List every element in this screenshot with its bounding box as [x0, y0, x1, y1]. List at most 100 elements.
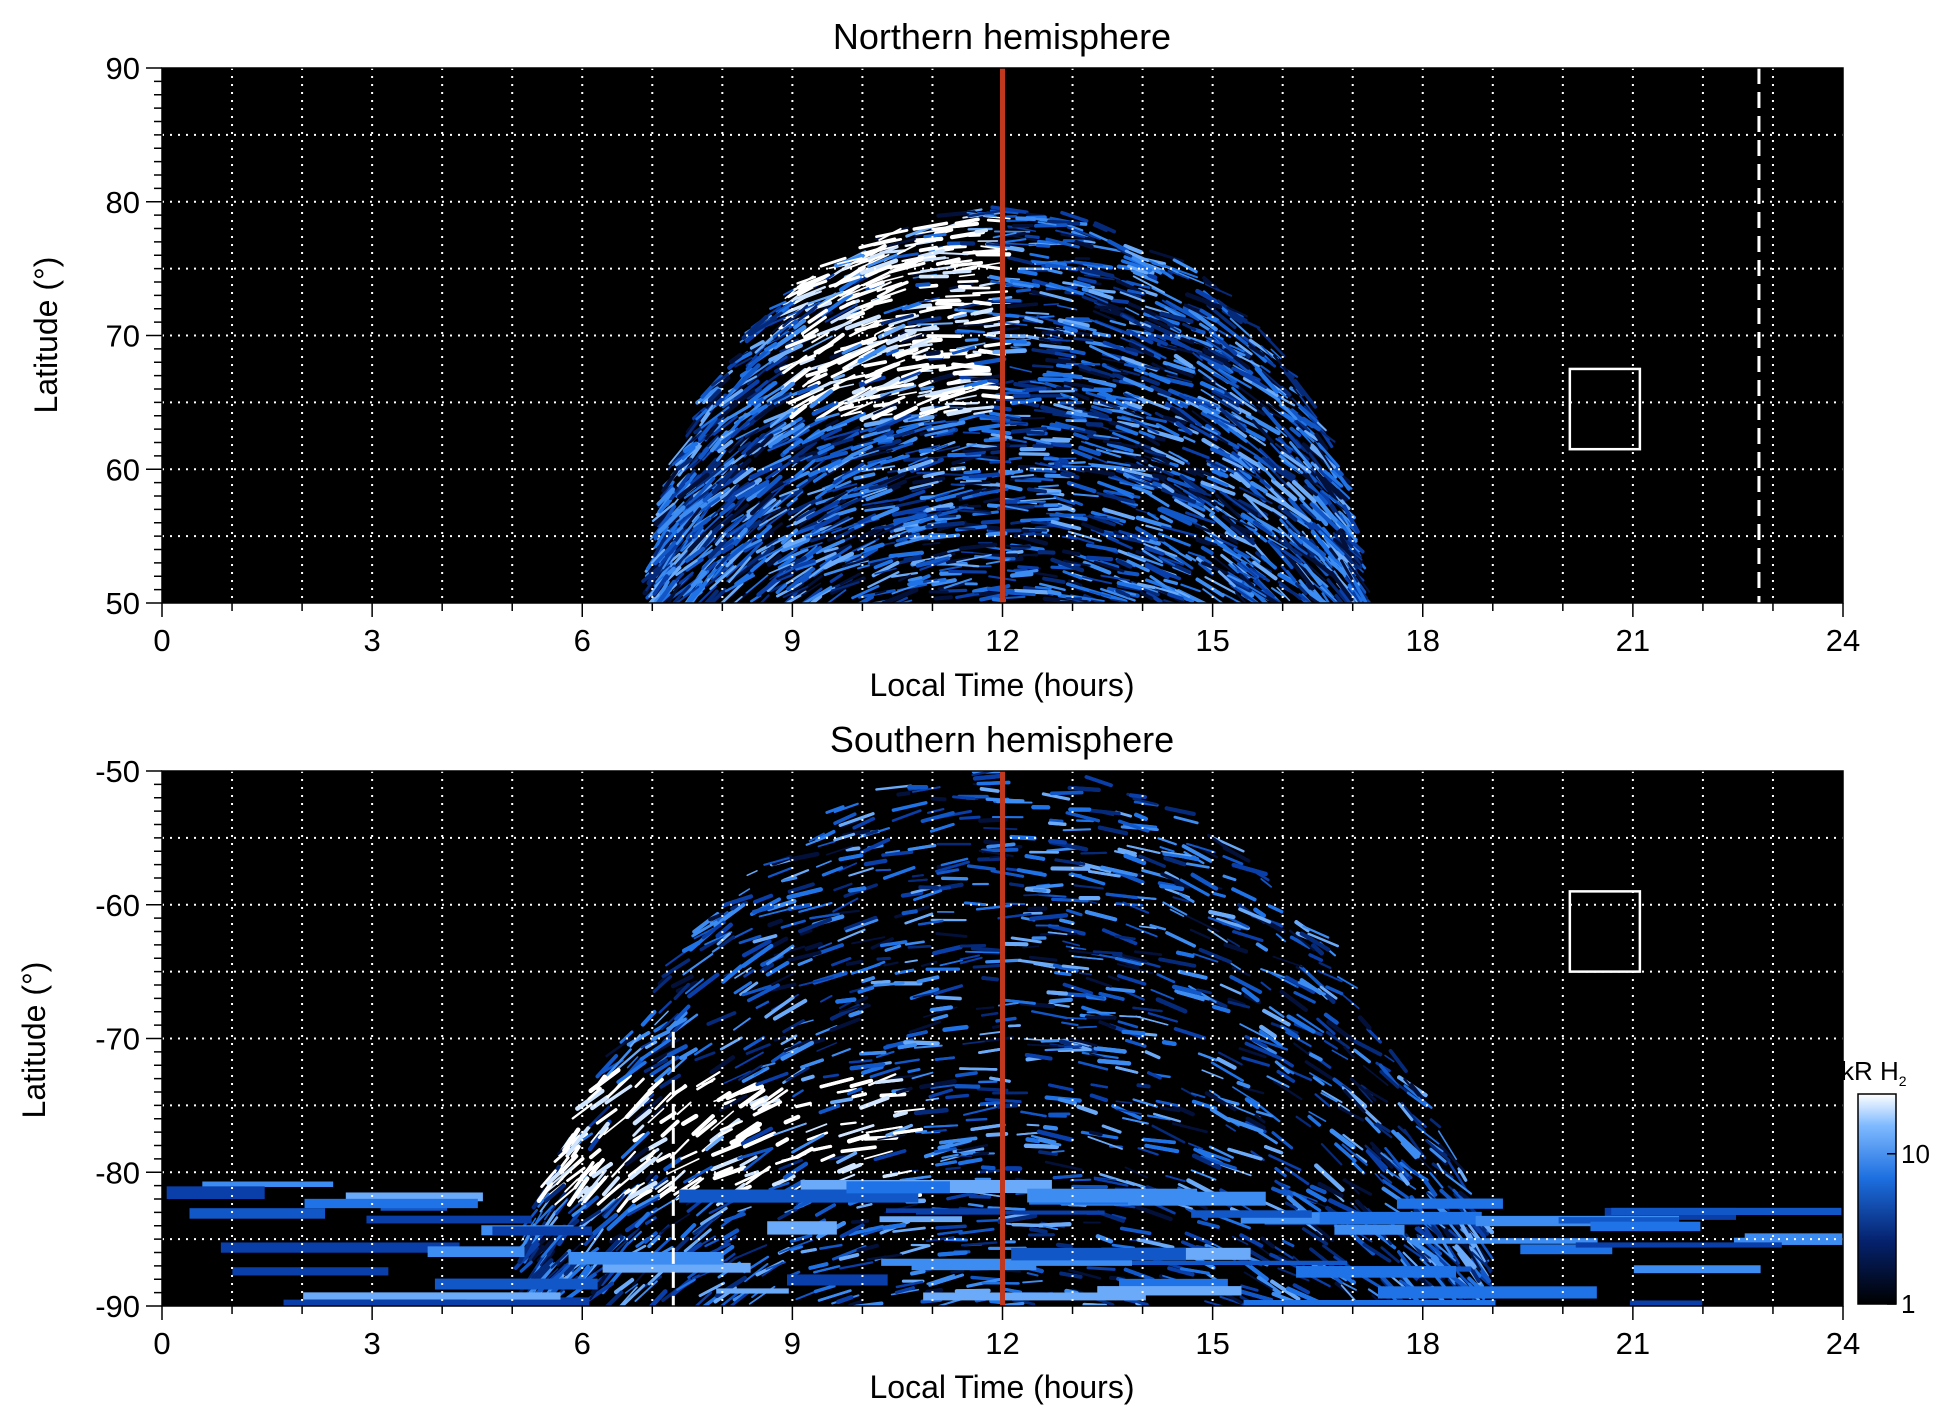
- emission-streak: [826, 422, 848, 432]
- emission-streak: [1151, 286, 1183, 304]
- emission-streak: [721, 964, 744, 984]
- emission-streak: [734, 351, 753, 363]
- emission-streak: [1140, 375, 1161, 386]
- emission-streak: [1042, 576, 1066, 584]
- emission-streak: [1024, 1053, 1053, 1061]
- emission-streak: [1176, 991, 1205, 1002]
- emission-streak: [647, 1077, 664, 1093]
- emission-streak: [800, 1247, 817, 1254]
- emission-streak: [1185, 862, 1210, 869]
- emission-streak: [1013, 341, 1031, 347]
- emission-streak: [917, 248, 945, 260]
- emission-streak: [815, 450, 849, 463]
- emission-streak: [868, 1073, 897, 1087]
- emission-streak: [819, 545, 852, 568]
- emission-streak: [879, 384, 917, 397]
- emission-streak: [1174, 589, 1191, 598]
- emission-streak: [807, 308, 829, 324]
- emission-streak: [1298, 429, 1312, 444]
- emission-streak: [1077, 1060, 1109, 1071]
- emission-streak: [1124, 461, 1161, 473]
- emission-streak: [1139, 591, 1154, 601]
- emission-streak: [1111, 396, 1137, 403]
- emission-streak: [1087, 1136, 1123, 1150]
- emission-streak: [1061, 1021, 1079, 1027]
- emission-streak: [1319, 552, 1333, 568]
- emission-streak: [860, 1227, 883, 1237]
- emission-streak: [882, 865, 916, 880]
- emission-streak: [854, 996, 869, 1005]
- emission-streak: [1172, 852, 1200, 862]
- emission-streak: [979, 1030, 1004, 1036]
- emission-streak: [1297, 583, 1325, 603]
- emission-streak: [963, 315, 1002, 327]
- emission-streak: [773, 1035, 787, 1042]
- emission-streak: [1267, 536, 1288, 550]
- emission-streak: [1309, 502, 1340, 531]
- emission-streak: [1238, 386, 1269, 410]
- emission-streak: [1400, 1159, 1419, 1177]
- emission-streak: [954, 319, 969, 324]
- emission-streak: [1097, 299, 1119, 310]
- emission-streak: [970, 946, 1006, 953]
- emission-streak: [652, 975, 673, 994]
- emission-streak: [698, 446, 710, 460]
- emission-streak: [916, 975, 940, 984]
- emission-streak: [640, 1009, 657, 1027]
- emission-streak: [1057, 1097, 1077, 1106]
- emission-streak: [1017, 500, 1046, 504]
- emission-streak: [859, 1095, 890, 1110]
- emission-streak: [868, 483, 888, 491]
- emission-streak: [1164, 369, 1178, 375]
- emission-streak: [923, 232, 947, 239]
- emission-streak: [1322, 469, 1344, 488]
- emission-streak: [1085, 555, 1114, 562]
- emission-streak: [1090, 455, 1108, 464]
- emission-streak: [837, 284, 862, 302]
- emission-streak: [1284, 1166, 1310, 1186]
- emission-streak: [992, 298, 1022, 303]
- emission-streak: [862, 271, 890, 287]
- emission-streak: [928, 1088, 954, 1099]
- emission-streak: [866, 1253, 903, 1261]
- emission-streak: [1172, 896, 1190, 903]
- emission-streak: [754, 404, 775, 421]
- emission-streak: [855, 547, 879, 562]
- emission-streak: [635, 1096, 663, 1120]
- emission-streak: [676, 472, 710, 500]
- emission-streak: [782, 304, 809, 328]
- emission-streak: [839, 1261, 874, 1270]
- emission-streak: [951, 443, 978, 453]
- emission-streak: [1168, 450, 1189, 463]
- emission-streak: [1088, 378, 1117, 388]
- emission-streak: [1239, 1289, 1274, 1302]
- emission-streak: [1250, 1098, 1281, 1123]
- emission-streak: [1267, 904, 1284, 914]
- emission-streak: [1270, 1279, 1301, 1302]
- emission-streak: [864, 502, 894, 509]
- emission-streak: [752, 934, 778, 944]
- emission-streak: [1025, 1137, 1041, 1144]
- emission-streak: [1233, 471, 1251, 489]
- emission-streak: [1321, 476, 1344, 500]
- emission-streak: [730, 560, 760, 581]
- emission-streak: [745, 574, 769, 595]
- emission-streak: [1299, 965, 1325, 989]
- emission-streak: [1027, 487, 1047, 494]
- emission-streak: [1228, 312, 1261, 330]
- emission-streak: [699, 412, 711, 427]
- emission-streak: [904, 255, 937, 266]
- emission-streak: [891, 809, 922, 823]
- emission-streak: [981, 483, 1000, 487]
- emission-streak: [784, 280, 807, 300]
- emission-streak: [859, 1050, 887, 1056]
- emission-streak: [1072, 280, 1092, 288]
- emission-streak: [936, 298, 960, 304]
- emission-streak: [1039, 291, 1073, 302]
- emission-streak: [1229, 344, 1245, 353]
- emission-streak: [882, 1172, 899, 1179]
- emission-streak: [1364, 1144, 1382, 1161]
- emission-streak: [922, 470, 945, 479]
- emission-streak: [929, 492, 950, 501]
- emission-streak: [1081, 1051, 1119, 1060]
